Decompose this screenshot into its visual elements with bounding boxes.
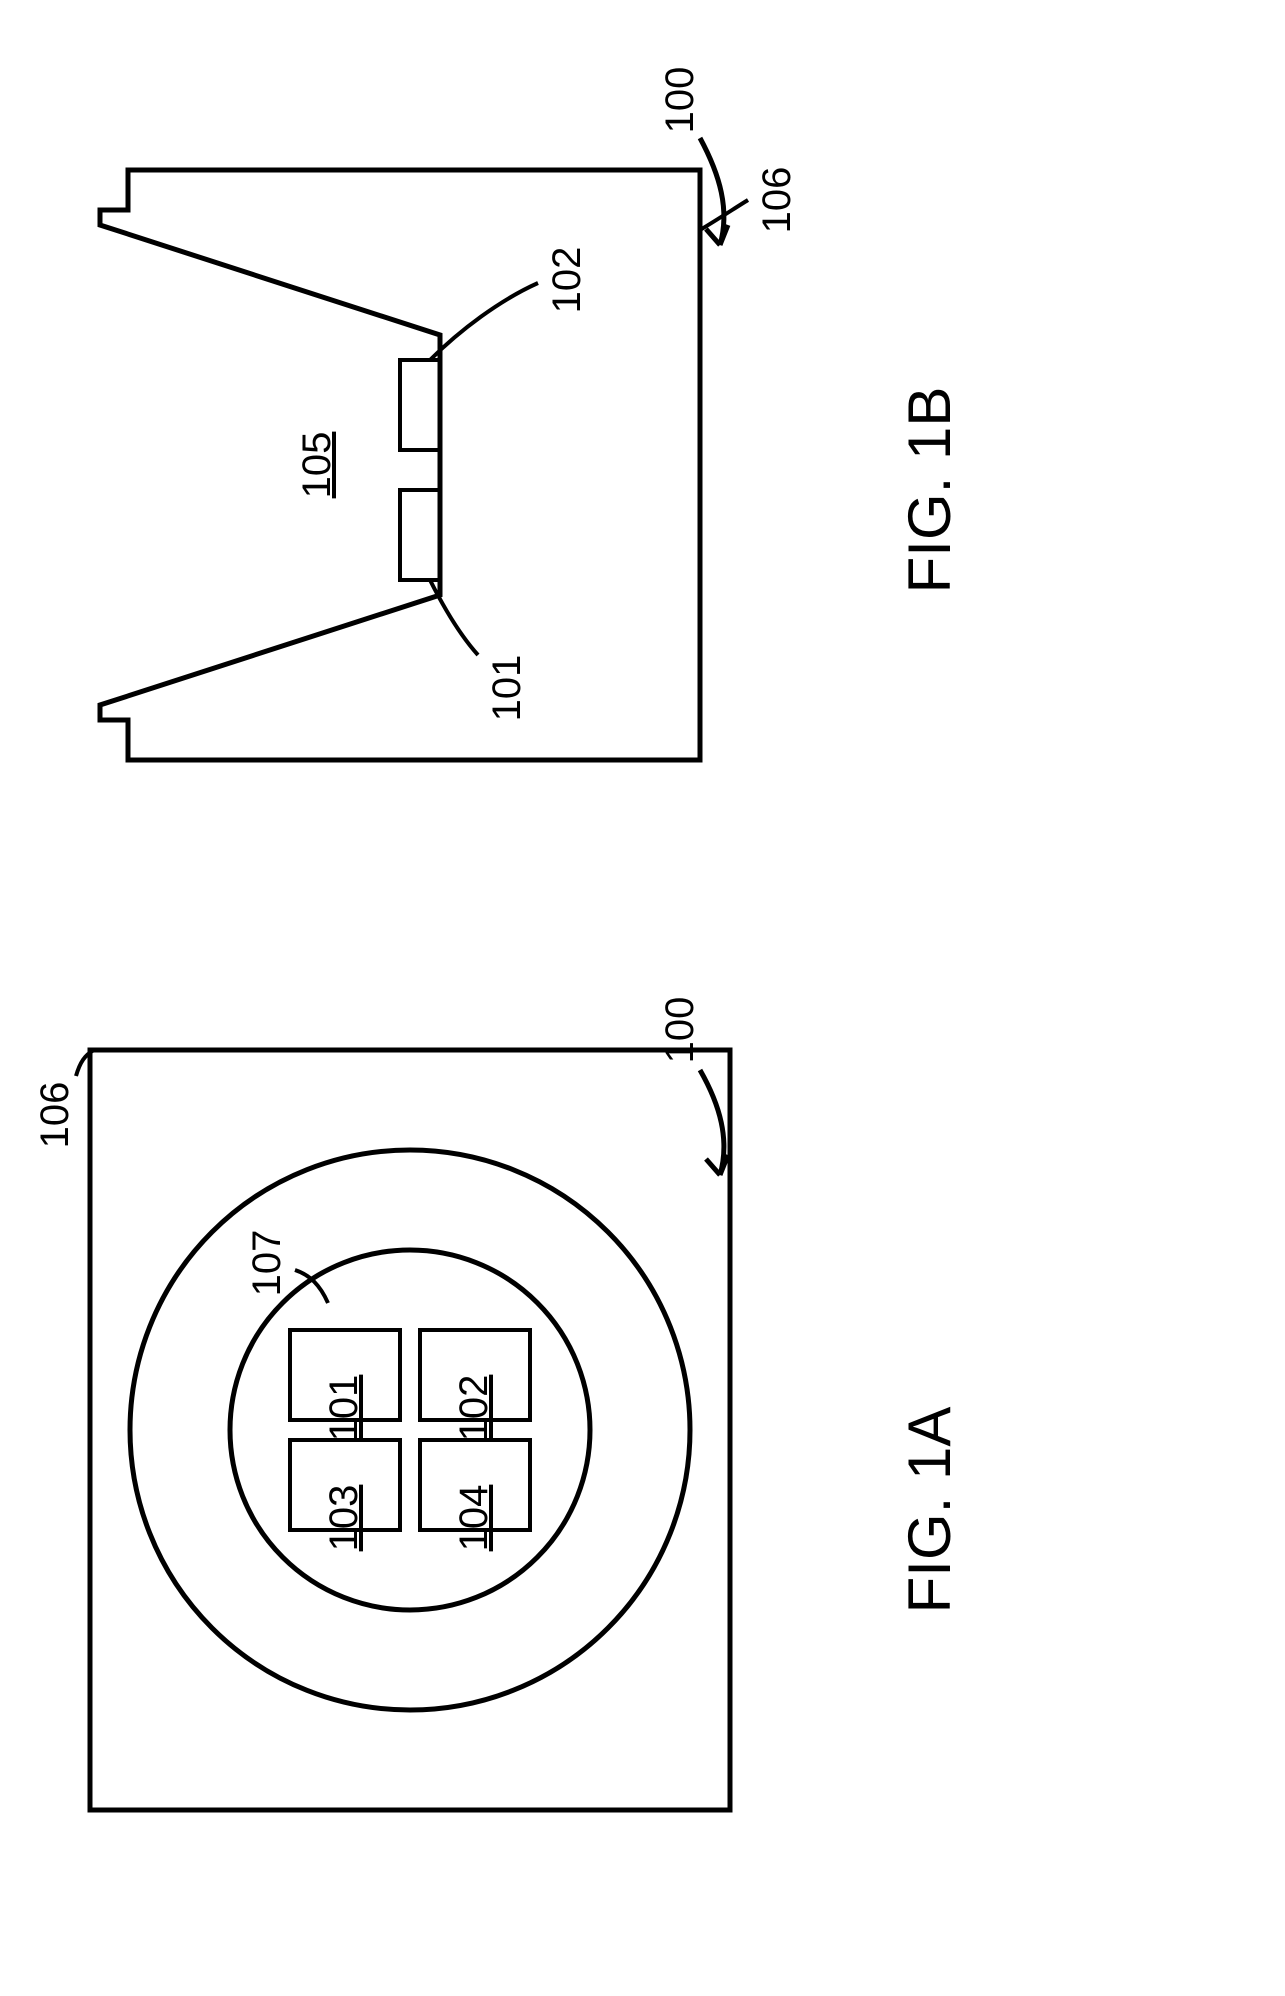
fig1b-ref-100: 100 [658, 67, 702, 134]
fig1b-body-outline [100, 170, 700, 760]
fig1a-outer-circle [130, 1150, 690, 1710]
fig1a-die-102-label: 102 [452, 1375, 496, 1442]
fig1b-ref-102: 102 [545, 247, 589, 314]
fig1b-leader-100-arrow [706, 225, 728, 245]
fig1a-package-outline [90, 1050, 730, 1810]
fig1a-die-101-label: 101 [322, 1375, 366, 1442]
fig1b-die-102 [400, 360, 440, 450]
fig1b-ref-105: 105 [295, 432, 339, 499]
fig1a-die-103-label: 103 [322, 1485, 366, 1552]
fig1b-leader-101 [430, 580, 478, 655]
fig1a-ref-107: 107 [245, 1230, 289, 1297]
fig1b-caption: FIG. 1B [896, 387, 963, 594]
fig1b-leader-102 [430, 283, 538, 360]
fig-1a: 101 102 103 104 107 106 100 FIG. 1A [33, 997, 963, 1810]
fig1a-ref-106: 106 [33, 1082, 77, 1149]
fig1a-leader-100 [700, 1070, 724, 1175]
fig1a-inner-circle [230, 1250, 590, 1610]
fig1a-die-104-label: 104 [452, 1485, 496, 1552]
fig1b-ref-106: 106 [755, 167, 799, 234]
fig1b-ref-101: 101 [485, 655, 529, 722]
fig1a-ref-100: 100 [658, 997, 702, 1064]
fig1a-leader-100-arrow [706, 1155, 728, 1175]
fig-1b: 105 101 102 106 100 FIG. 1B [100, 67, 963, 760]
fig1b-die-101 [400, 490, 440, 580]
fig1a-caption: FIG. 1A [896, 1407, 963, 1614]
figure-canvas: 101 102 103 104 107 106 100 FIG. 1A 105 … [0, 0, 1285, 1996]
